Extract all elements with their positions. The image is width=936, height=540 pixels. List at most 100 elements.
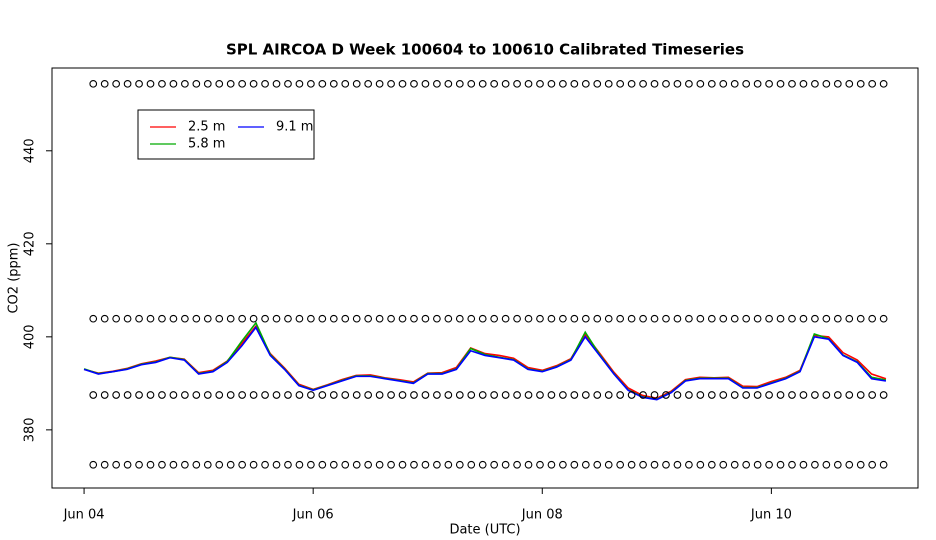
flag-marker [364, 79, 373, 88]
flag-marker [501, 314, 510, 323]
flag-marker [753, 460, 762, 469]
flag-marker [788, 314, 796, 323]
legend: 2.5 m 5.8 m 9.1 m [150, 120, 313, 152]
flag-marker [879, 79, 888, 88]
flag-marker [524, 79, 533, 88]
flag-marker [478, 314, 487, 323]
flag-marker [238, 460, 247, 469]
flag-marker [673, 314, 682, 323]
flag-marker [158, 460, 166, 469]
flag-marker [501, 391, 510, 399]
flag-marker [364, 314, 373, 323]
flag-marker [284, 79, 292, 88]
flag-marker [799, 460, 808, 469]
flag-marker [742, 79, 751, 88]
y-tick-label: 380 [23, 417, 38, 442]
flag-marker [467, 391, 476, 399]
flag-marker [730, 391, 739, 399]
flag-marker [650, 391, 659, 399]
flag-marker [742, 460, 751, 469]
flag-marker [203, 391, 212, 399]
legend-box [137, 109, 315, 160]
flag-marker [765, 460, 773, 469]
flag-marker [100, 391, 109, 399]
flag-marker [547, 460, 556, 469]
flag-marker [536, 314, 544, 323]
flag-marker [811, 391, 819, 399]
flag-marker [421, 79, 430, 88]
flag-marker [387, 79, 395, 88]
flag-marker [444, 79, 453, 88]
flag-marker [329, 79, 338, 88]
flag-marker [696, 79, 705, 88]
flag-marker [89, 314, 98, 323]
flag-marker [410, 391, 418, 399]
series-line [83, 326, 887, 401]
flag-marker [604, 391, 613, 399]
flag-marker [467, 460, 476, 469]
flag-marker [776, 314, 785, 323]
flag-marker [375, 314, 384, 323]
flag-marker [856, 79, 865, 88]
flag-marker [753, 79, 762, 88]
flag-marker [627, 460, 636, 469]
flag-marker [100, 79, 109, 88]
flag-marker [799, 79, 808, 88]
flag-marker [833, 79, 842, 88]
flag-marker [513, 79, 521, 88]
flag-marker [192, 79, 201, 88]
flag-marker [662, 460, 670, 469]
flag-marker [146, 314, 155, 323]
flag-marker [89, 79, 98, 88]
flag-marker [329, 391, 338, 399]
flag-marker [581, 391, 590, 399]
flag-marker [226, 314, 235, 323]
flag-marker [192, 391, 201, 399]
flag-marker [627, 391, 636, 399]
flag-marker [478, 460, 487, 469]
flag-marker [433, 79, 441, 88]
flag-marker [203, 79, 212, 88]
flag-marker [433, 314, 441, 323]
flag-marker [536, 460, 544, 469]
x-tick-label: Jun 04 [63, 508, 105, 523]
flag-marker [536, 391, 544, 399]
flag-marker [524, 314, 533, 323]
flag-marker [685, 79, 693, 88]
flag-marker [421, 391, 430, 399]
flag-marker [662, 79, 670, 88]
flag-marker [89, 460, 98, 469]
flag-marker [501, 79, 510, 88]
flag-marker [490, 314, 499, 323]
flag-marker [100, 460, 109, 469]
flag-marker [650, 79, 659, 88]
flag-marker [123, 314, 132, 323]
flag-marker [329, 314, 338, 323]
flag-marker [478, 79, 487, 88]
flag-marker [811, 79, 819, 88]
flag-marker [272, 391, 281, 399]
flag-marker [387, 314, 395, 323]
flag-marker [673, 391, 682, 399]
flag-marker [788, 79, 796, 88]
flag-marker [845, 391, 854, 399]
flag-marker [433, 391, 441, 399]
flag-marker [341, 314, 350, 323]
flag-marker [410, 79, 418, 88]
flag-marker [868, 460, 877, 469]
flag-marker [249, 314, 258, 323]
flag-marker [547, 391, 556, 399]
flag-marker [753, 314, 762, 323]
y-tick-label: 400 [23, 324, 38, 349]
flag-marker [318, 79, 327, 88]
flag-marker [730, 460, 739, 469]
flag-marker [604, 460, 613, 469]
flag-marker [822, 314, 831, 323]
flag-marker [559, 314, 567, 323]
y-tick-label: 440 [23, 138, 38, 163]
flag-marker [272, 460, 281, 469]
flag-marker [753, 391, 762, 399]
flag-marker [238, 391, 247, 399]
flag-marker [868, 314, 877, 323]
flag-marker [158, 391, 166, 399]
